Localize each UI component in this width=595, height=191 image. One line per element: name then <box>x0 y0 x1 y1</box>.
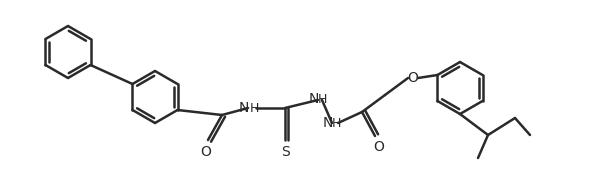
Text: N: N <box>309 92 319 106</box>
Text: N: N <box>323 116 333 130</box>
Text: H: H <box>250 101 259 114</box>
Text: N: N <box>239 101 249 115</box>
Text: O: O <box>408 71 418 85</box>
Text: S: S <box>281 145 290 159</box>
Text: O: O <box>201 145 211 159</box>
Text: H: H <box>332 117 342 129</box>
Text: O: O <box>374 140 384 154</box>
Text: H: H <box>318 92 327 105</box>
